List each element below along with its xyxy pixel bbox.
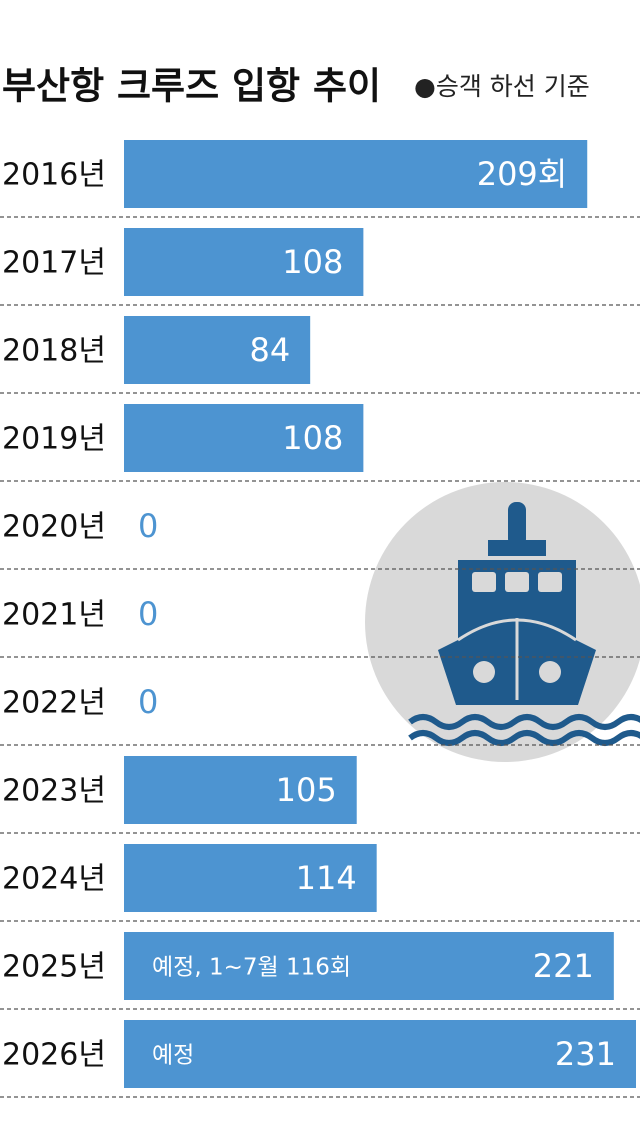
value-label: 231	[555, 1035, 616, 1073]
value-label: 108	[282, 243, 343, 281]
value-label: 84	[249, 331, 290, 369]
value-label: 108	[282, 419, 343, 457]
category-label: 2024년	[2, 862, 106, 897]
category-label: 2023년	[2, 774, 106, 809]
category-label: 2017년	[2, 246, 106, 281]
bar	[124, 932, 614, 1000]
value-label: 221	[533, 947, 594, 985]
value-label: 0	[138, 595, 158, 633]
bar	[124, 1020, 636, 1088]
value-label: 0	[138, 683, 158, 721]
category-label: 2021년	[2, 598, 106, 633]
bar	[124, 316, 311, 384]
chart-subtitle: ●승객 하선 기준	[414, 72, 590, 101]
category-label: 2018년	[2, 334, 106, 369]
bar-annotation: 예정	[152, 1043, 194, 1069]
category-label: 2022년	[2, 686, 106, 721]
bar	[124, 404, 364, 472]
value-label: 114	[296, 859, 357, 897]
value-label: 105	[276, 771, 337, 809]
category-label: 2016년	[2, 158, 106, 193]
bar	[124, 756, 357, 824]
category-label: 2025년	[2, 950, 106, 985]
category-label: 2020년	[2, 510, 106, 545]
chart-title: 부산항 크루즈 입항 추이	[2, 65, 381, 108]
value-label: 0	[138, 507, 158, 545]
bar	[124, 844, 377, 912]
value-label: 209회	[477, 155, 568, 193]
category-label: 2019년	[2, 422, 106, 457]
bar-annotation: 예정, 1~7월 116회	[152, 955, 351, 981]
ship-icon	[365, 482, 640, 762]
bar	[124, 140, 588, 208]
bar	[124, 228, 364, 296]
category-label: 2026년	[2, 1038, 106, 1073]
